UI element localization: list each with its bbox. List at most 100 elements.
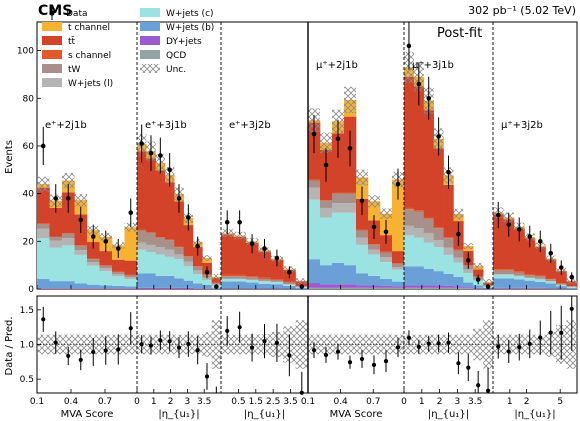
- bar-segment-wc: [443, 254, 454, 274]
- bar-segment-sch: [535, 275, 546, 277]
- ratio-point: [371, 362, 377, 367]
- bar-segment-ttbar: [473, 269, 484, 277]
- uncertainty-band: [211, 273, 221, 280]
- bar-segment-qcd: [332, 287, 345, 289]
- ratio-point: [323, 352, 329, 358]
- ratio-uncertainty-band: [295, 320, 308, 369]
- ratio-point: [496, 344, 501, 349]
- data-point: [128, 210, 134, 216]
- y-axis: 0 20 40 60 80 100 0.5 1.0 1.5: [17, 47, 41, 385]
- bar-segment-wc: [423, 242, 434, 269]
- bar-segment-ttbar: [87, 242, 100, 259]
- y-axis-title-group: Events Data / Pred.: [4, 140, 15, 375]
- data-point: [204, 270, 210, 275]
- bar-segment-dy: [423, 285, 434, 288]
- data-point: [436, 134, 441, 139]
- bar-segment-wc: [344, 212, 357, 266]
- bar-segment-dy: [392, 286, 405, 288]
- bar-segment-wc: [233, 278, 247, 282]
- bar-segment-ttbar: [392, 251, 405, 264]
- bar-segment-wb: [137, 273, 147, 288]
- bar-segment-wc: [283, 284, 296, 286]
- bar-segment-wl: [368, 249, 381, 255]
- bar-segment-wc: [392, 269, 405, 282]
- bar-segment-sch: [332, 192, 345, 194]
- bar-segment-wc: [545, 281, 557, 284]
- bar-segment-tw: [174, 247, 184, 255]
- data-point: [475, 277, 481, 282]
- bar-segment-wb: [233, 281, 247, 289]
- legend-swatch-dy: [140, 36, 160, 45]
- bar-segment-dy: [524, 287, 536, 289]
- bar-segment-sch: [413, 210, 425, 212]
- bar-segment-tw: [413, 211, 425, 229]
- bar-segment-wl: [453, 257, 464, 263]
- bar-segment-tw: [183, 256, 194, 262]
- bar-segment-wb: [112, 285, 125, 289]
- bar-segment-dy: [463, 287, 474, 289]
- bar-segment-tw: [155, 237, 166, 248]
- ratio-uncertainty-band: [483, 320, 493, 369]
- legend-label-unc: Unc.: [166, 65, 186, 75]
- bar-segment-sch: [165, 239, 175, 241]
- bar-segment-tw: [49, 237, 63, 241]
- y-tick-label: 20: [23, 237, 35, 247]
- bar-segment-wc: [514, 276, 525, 280]
- data-point: [40, 143, 46, 149]
- bar-segment-qcd: [463, 288, 474, 289]
- bar-segment-dy: [535, 287, 546, 289]
- bar-segment-wb: [503, 278, 515, 288]
- legend-swatch-tch: [42, 22, 62, 31]
- bar-segment-sch: [493, 269, 504, 271]
- ratio-point: [186, 341, 191, 347]
- bar-segment-wb: [392, 281, 405, 287]
- data-point: [527, 234, 533, 239]
- x-tick-label: 1: [507, 397, 513, 407]
- ratio-point: [426, 341, 431, 346]
- data-point: [299, 284, 305, 289]
- bar-segment-wb: [320, 265, 333, 285]
- x-tick-label: 0.1: [30, 397, 44, 407]
- bar-segment-tw: [320, 200, 333, 208]
- bar-segment-ttbar: [258, 251, 272, 278]
- bar-segment-wl: [535, 278, 546, 280]
- ratio-uncertainty-band: [380, 334, 392, 355]
- x-tick-label: 5: [557, 397, 563, 407]
- bar-segment-wl: [155, 247, 166, 255]
- y-tick-label: 40: [23, 190, 35, 200]
- bar-segment-tw: [74, 245, 88, 251]
- bar-segment-tw: [535, 276, 546, 279]
- bar-segment-tw: [245, 277, 259, 280]
- ratio-point: [476, 383, 481, 388]
- bar-segment-wb: [146, 273, 156, 288]
- data-point: [53, 196, 59, 201]
- bar-segment-wc: [74, 254, 88, 284]
- bar-segment-sch: [308, 179, 321, 181]
- data-point: [548, 250, 554, 256]
- bar-segment-wb: [37, 278, 50, 289]
- uncertainty-band: [368, 195, 380, 208]
- bar-segment-ttbar: [404, 76, 415, 208]
- bar-segment-ttbar: [503, 219, 515, 270]
- data-point: [78, 217, 84, 223]
- bar-segment-wc: [320, 217, 333, 266]
- ratio-point: [195, 348, 200, 353]
- ratio-point: [148, 343, 154, 348]
- bar-segment-dy: [404, 285, 415, 288]
- bar-segment-wc: [124, 279, 138, 287]
- bar-segment-wc: [245, 280, 259, 283]
- bar-segment-ttbar: [545, 259, 557, 279]
- bar-segment-qcd: [392, 287, 405, 289]
- bar-segment-ttbar: [124, 260, 138, 275]
- bar-segment-wl: [404, 225, 415, 236]
- data-point: [383, 229, 389, 235]
- bar-segment-wb: [493, 278, 504, 288]
- ratio-point: [139, 342, 144, 347]
- data-point: [516, 227, 522, 232]
- bar-segment-sch: [514, 271, 525, 273]
- data-point: [262, 246, 267, 251]
- bar-segment-dy: [344, 284, 357, 288]
- bar-segment-wc: [380, 262, 393, 279]
- bar-segment-wl: [443, 247, 454, 255]
- legend-swatch-ttbar: [42, 36, 62, 45]
